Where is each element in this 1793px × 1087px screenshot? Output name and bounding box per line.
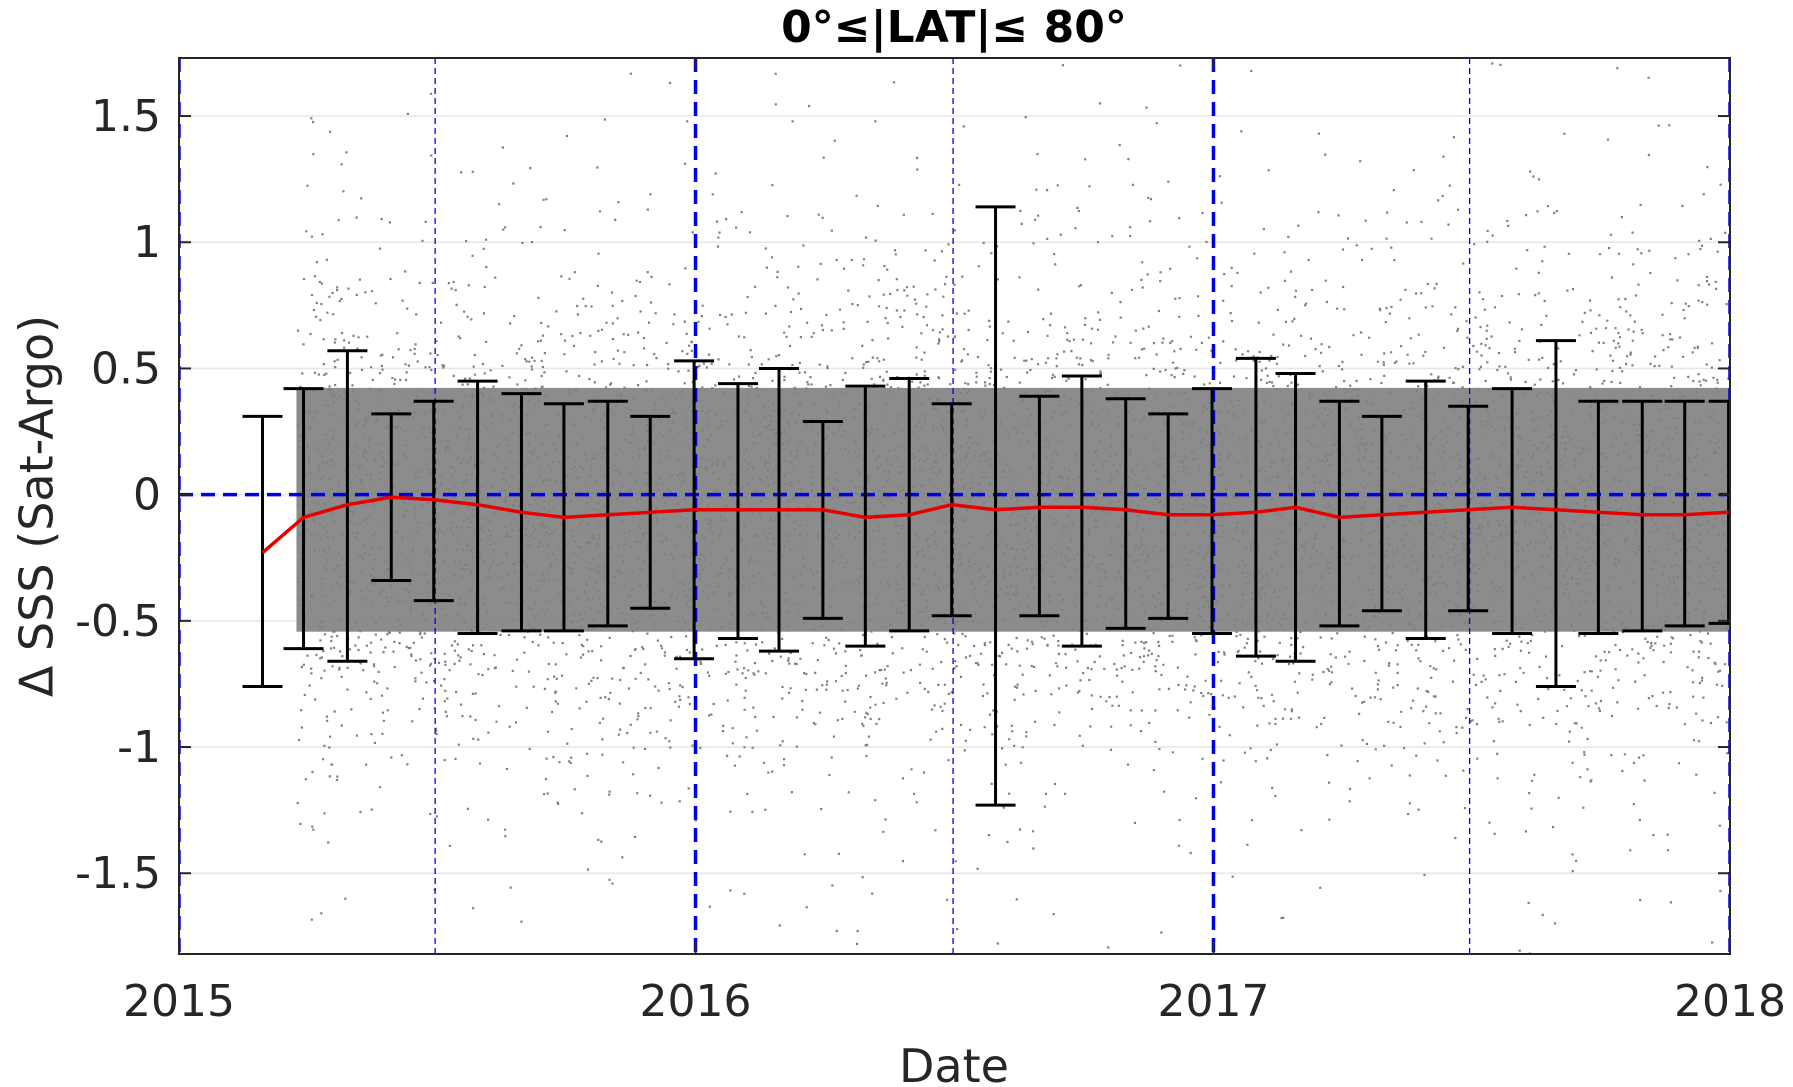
y-tick-label: 1.5 [91,91,161,142]
error-bar [1535,339,1576,688]
y-axis-ticks: -1.5 -1 -0.5 0 0.5 1 1.5 [75,91,1730,899]
x-tick-label: 2016 [640,976,752,1027]
error-bar [1492,387,1533,635]
chart-title: 0°≤|LAT|≤ 80° [781,2,1127,53]
error-bar [1192,387,1233,635]
error-bar [1578,399,1619,635]
error-bar [457,379,498,635]
x-axis-ticks: 2015 2016 2017 2018 [123,58,1786,1027]
y-tick-label: -1.5 [75,848,161,899]
mean-line [261,495,1729,555]
x-tick-label: 2018 [1674,976,1786,1027]
x-tick-label: 2017 [1157,976,1269,1027]
x-axis-title: Date [899,1039,1009,1087]
error-bar [802,419,843,620]
error-bar [1235,356,1276,658]
error-bar [1061,374,1102,648]
y-tick-label: -1 [117,722,161,773]
plot-frame [178,57,1731,955]
error-bar [975,205,1016,807]
y-tick-label: 0.5 [91,343,161,394]
mean-series-line [261,495,1729,555]
y-tick-label: 0 [133,470,161,521]
error-bar [931,402,972,618]
y-axis-title: Δ SSS (Sat-Argo) [10,315,64,697]
x-tick-label: 2015 [123,976,235,1027]
y-tick-label: -0.5 [75,596,161,647]
error-bar [1319,399,1360,628]
error-bar [1105,397,1146,630]
error-bar [1405,379,1446,641]
y-tick-label: 1 [133,217,161,268]
error-bar [889,377,930,633]
error-bar [1275,371,1316,663]
